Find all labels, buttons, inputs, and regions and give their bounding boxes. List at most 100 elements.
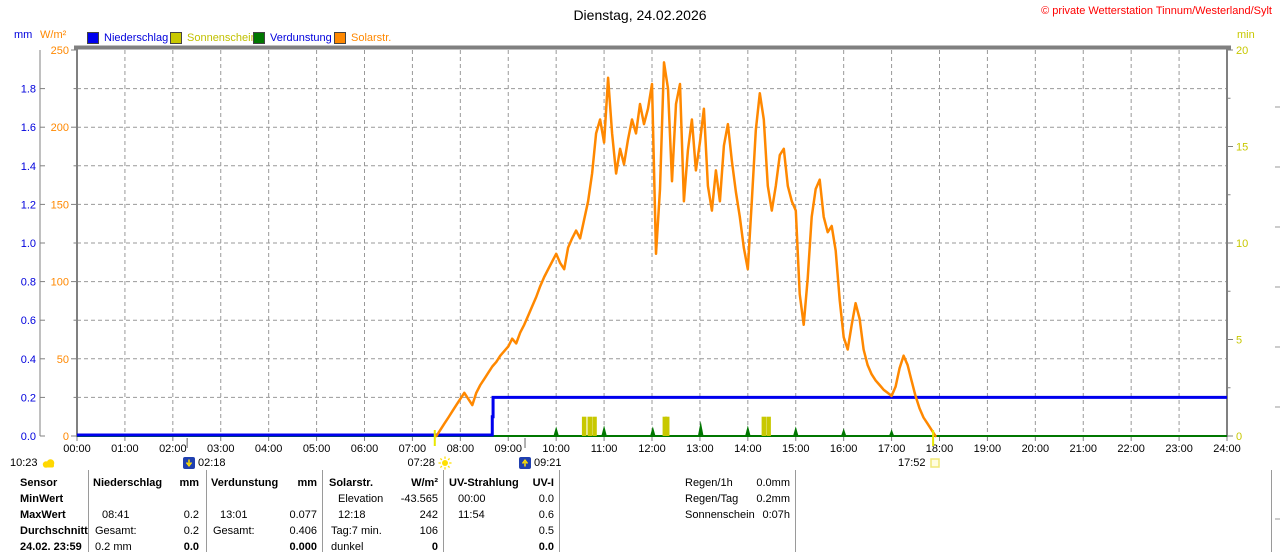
svg-text:06:00: 06:00 xyxy=(351,443,379,455)
svg-text:20: 20 xyxy=(1236,45,1248,57)
stat-value: 0.0 xyxy=(183,541,199,552)
svg-text:08:00: 08:00 xyxy=(447,443,475,455)
stat-label: 12:18 xyxy=(338,509,366,521)
svg-text:10: 10 xyxy=(1236,238,1248,250)
stat-value: 0.2 xyxy=(183,525,199,537)
svg-text:15:00: 15:00 xyxy=(782,443,810,455)
legend-label: Solarstr. xyxy=(351,32,392,44)
sunset-time-label: 17:52 xyxy=(898,457,926,469)
svg-text:14:00: 14:00 xyxy=(734,443,762,455)
svg-text:18:00: 18:00 xyxy=(926,443,954,455)
svg-text:1.6: 1.6 xyxy=(21,122,36,134)
summary-label: Regen/1h xyxy=(685,477,733,489)
svg-text:16:00: 16:00 xyxy=(830,443,858,455)
stat-value: -43.565 xyxy=(400,493,438,505)
sunrise-time-label: 07:28 xyxy=(407,457,435,469)
svg-text:50: 50 xyxy=(57,354,69,366)
status-time-label: 10:23 xyxy=(10,457,38,469)
svg-text:250: 250 xyxy=(51,45,69,57)
svg-text:10:00: 10:00 xyxy=(542,443,570,455)
stat-value: 0.0 xyxy=(538,541,554,552)
stat-label: Elevation xyxy=(338,493,384,505)
summary-value: 0.2mm xyxy=(756,493,790,505)
legend-label: Sonnenschein xyxy=(187,32,257,44)
stat-label: Gesamt: xyxy=(95,525,137,537)
stat-col-title: Niederschlag xyxy=(93,477,163,489)
sunrise-marker: 07:28 xyxy=(402,456,452,470)
svg-text:15: 15 xyxy=(1236,142,1248,154)
stat-value: 0.2 xyxy=(183,509,199,521)
svg-text:22:00: 22:00 xyxy=(1117,443,1145,455)
stat-col-unit: mm xyxy=(179,477,199,489)
legend-label: Niederschlag xyxy=(104,32,169,44)
stat-col-unit: W/m² xyxy=(411,477,438,489)
svg-text:21:00: 21:00 xyxy=(1069,443,1097,455)
svg-text:13:00: 13:00 xyxy=(686,443,714,455)
wm2-axis-unit: W/m² xyxy=(40,29,67,41)
svg-text:12:00: 12:00 xyxy=(638,443,666,455)
stat-label: 11:54 xyxy=(458,509,485,521)
svg-text:0: 0 xyxy=(63,431,69,443)
stat-row-header: Sensor xyxy=(20,477,58,489)
niederschlag-line xyxy=(77,395,1227,437)
stat-value: 0.077 xyxy=(289,509,317,521)
svg-text:09:00: 09:00 xyxy=(494,443,522,455)
svg-text:03:00: 03:00 xyxy=(207,443,235,455)
sunrise-sun-icon xyxy=(438,456,452,470)
svg-text:07:00: 07:00 xyxy=(399,443,427,455)
status-time-marker: 10:23 xyxy=(10,456,56,470)
moonrise-icon xyxy=(519,457,531,469)
stat-value: 0.0 xyxy=(538,493,554,505)
stat-label: 00:00 xyxy=(458,493,486,505)
svg-text:11:00: 11:00 xyxy=(591,443,618,455)
stat-value: 0 xyxy=(431,541,438,552)
sunset-sun-icon xyxy=(929,458,940,468)
stat-row-header: Durchschnitt xyxy=(20,525,88,537)
moonset-marker: 02:18 xyxy=(183,456,226,470)
stat-col-title: UV-Strahlung xyxy=(449,477,519,489)
moonrise-time-label: 09:21 xyxy=(534,457,562,469)
stat-row-header: MinWert xyxy=(20,493,64,505)
stat-label: 08:41 xyxy=(102,509,130,521)
stat-label: 0.2 mm xyxy=(95,541,132,552)
legend-item-sonnenschein: Sonnenschein xyxy=(170,31,257,45)
summary-value: 0.0mm xyxy=(756,477,790,489)
svg-text:17:00: 17:00 xyxy=(878,443,906,455)
svg-text:20:00: 20:00 xyxy=(1022,443,1050,455)
solarstr-curve xyxy=(435,61,937,438)
svg-text:1.0: 1.0 xyxy=(21,238,36,250)
svg-text:100: 100 xyxy=(51,277,69,289)
stat-row-header: MaxWert xyxy=(20,509,66,521)
cloud-icon xyxy=(42,458,54,468)
svg-text:5: 5 xyxy=(1236,335,1242,347)
svg-text:0.4: 0.4 xyxy=(21,354,36,366)
svg-text:02:00: 02:00 xyxy=(159,443,187,455)
stat-label: 13:01 xyxy=(220,509,248,521)
stat-value: 0.5 xyxy=(538,525,554,537)
summary-value: 0:07h xyxy=(762,509,790,521)
niederschlag-swatch-icon xyxy=(87,32,99,44)
page-title: Dienstag, 24.02.2026 xyxy=(573,7,707,23)
legend-label: Verdunstung xyxy=(270,32,332,44)
stat-col-unit: UV-I xyxy=(532,477,554,489)
svg-text:150: 150 xyxy=(51,199,69,211)
svg-text:01:00: 01:00 xyxy=(111,443,139,455)
svg-text:200: 200 xyxy=(51,122,69,134)
stat-value: 242 xyxy=(419,509,438,521)
stat-value: 0.6 xyxy=(538,509,554,521)
svg-text:0.8: 0.8 xyxy=(21,277,36,289)
legend-item-verdunstung: Verdunstung xyxy=(253,31,332,45)
summary-label: Sonnenschein xyxy=(685,509,755,521)
stat-value: 0.406 xyxy=(289,525,317,537)
copyright-text: © private Wetterstation Tinnum/Westerlan… xyxy=(1041,5,1272,17)
svg-text:1.2: 1.2 xyxy=(21,199,36,211)
stat-label: Tag:7 min. xyxy=(331,525,382,537)
stat-value: 0.000 xyxy=(289,541,317,552)
stat-col-title: Verdunstung xyxy=(211,477,279,489)
sonnenschein-swatch-icon xyxy=(170,32,182,44)
svg-text:1.8: 1.8 xyxy=(21,84,36,96)
verdunstung-swatch-icon xyxy=(253,32,265,44)
svg-text:19:00: 19:00 xyxy=(974,443,1002,455)
